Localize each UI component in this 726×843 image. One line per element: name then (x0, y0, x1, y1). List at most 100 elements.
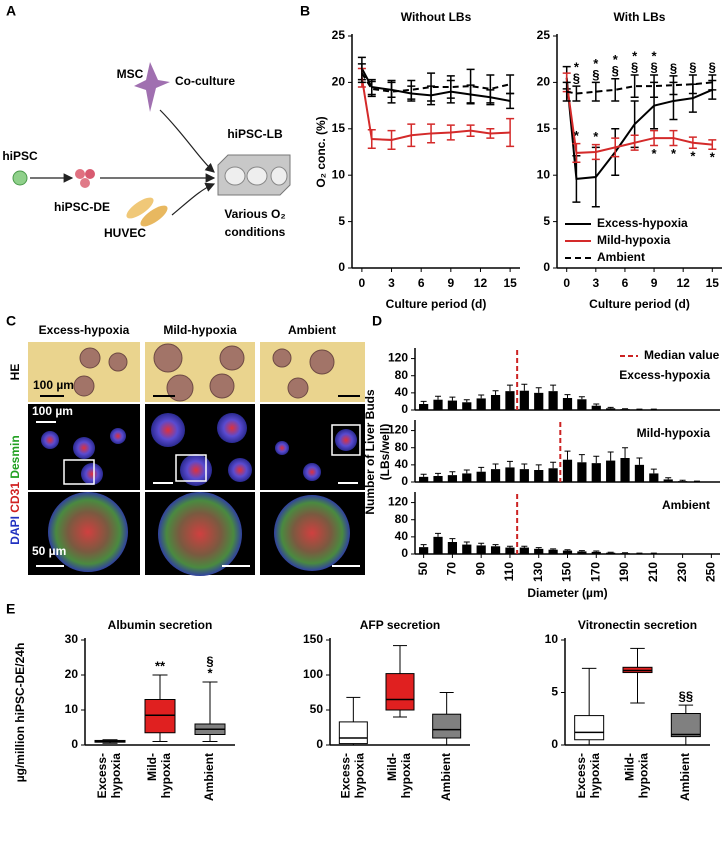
bar (490, 395, 501, 410)
error-bar (427, 72, 436, 102)
x-tick-label: Mild-hypoxia (385, 753, 413, 799)
label-line: Excess- (95, 753, 109, 798)
box (574, 715, 605, 741)
bar (476, 398, 486, 410)
significance-mark: §§ (679, 689, 693, 704)
bar (534, 470, 544, 482)
error-bar (630, 134, 639, 151)
x-tick-label: 15 (706, 276, 720, 290)
label-line: hypoxia (109, 753, 123, 799)
box (385, 673, 415, 711)
error-bar (535, 464, 542, 470)
y-tick-label: 100 (303, 667, 323, 681)
error-bar (521, 545, 528, 548)
bar (490, 469, 501, 482)
significance-mark: § (592, 67, 599, 82)
bar (505, 547, 515, 554)
significance-mark: ** (155, 658, 166, 673)
y-axis-label: Number of Liver Buds (363, 389, 377, 515)
bar (505, 467, 515, 482)
error-bar (357, 63, 366, 84)
error-bar (669, 129, 678, 147)
bar (476, 545, 486, 554)
tissue (48, 492, 128, 572)
x-tick-label: 70 (445, 562, 459, 576)
well (246, 166, 268, 186)
y-tick-label: 120 (388, 423, 408, 437)
scale-bar-label: 100 µm (32, 404, 73, 418)
y-tick-label: 10 (537, 167, 551, 181)
stain-label: CD31 (8, 482, 22, 513)
error-bar (535, 387, 542, 393)
y-tick-label: 80 (395, 440, 409, 454)
bar (562, 459, 573, 482)
x-tick-label: 210 (646, 562, 660, 582)
bar (591, 551, 601, 554)
stain-label: Desmin (8, 435, 22, 478)
bar (419, 476, 429, 482)
bar (591, 463, 601, 482)
error-bar (506, 384, 513, 392)
error-bar (708, 139, 717, 150)
error-bar (669, 75, 678, 96)
error-bar (550, 384, 557, 392)
bar (534, 392, 544, 410)
error-bar (420, 400, 427, 404)
bar (620, 458, 630, 482)
subplot-label: Excess-hypoxia (619, 368, 710, 382)
error-bar (387, 129, 396, 150)
panel-label: B (300, 3, 310, 19)
bar (433, 399, 443, 410)
label-line: Mild- (145, 753, 159, 781)
significance-mark: § (612, 63, 619, 78)
bar (548, 549, 558, 554)
significance-mark: * (690, 149, 696, 164)
y-tick-label: 15 (537, 121, 551, 135)
x-tick-label: 12 (474, 276, 488, 290)
arrow (171, 182, 216, 216)
micrographs: Excess-hypoxia Mild-hypoxia Ambient HE D… (8, 323, 365, 576)
error-bar (550, 548, 557, 550)
error-bar (679, 479, 686, 482)
x-tick-label: 50 (416, 562, 430, 576)
error-bar (506, 545, 513, 548)
series-line (566, 81, 713, 95)
error-bar (367, 128, 376, 150)
error-bar (407, 79, 416, 100)
bar (534, 548, 544, 554)
legend-label: Median value (644, 348, 720, 362)
y-axis-label: (LBs/well) (378, 424, 392, 481)
error-bar (591, 143, 600, 161)
x-tick-label: 0 (359, 276, 366, 290)
cell-icon (75, 169, 85, 179)
error-bar (650, 468, 657, 474)
x-tick-label: Ambient (678, 753, 692, 801)
error-bar (578, 396, 585, 400)
y-tick-label: 40 (395, 385, 409, 399)
label-line: hypoxia (353, 753, 367, 799)
significance-mark: * (574, 60, 580, 75)
error-bar (593, 403, 600, 406)
node-label: MSC (117, 67, 144, 81)
y-tick-label: 25 (537, 28, 551, 42)
error-bar (572, 85, 581, 102)
error-bar (593, 455, 600, 464)
box (338, 721, 368, 745)
x-tick-label: 0 (563, 276, 570, 290)
significance-mark: § (689, 59, 696, 74)
error-bar (435, 532, 442, 537)
bar (419, 547, 429, 554)
bar (519, 547, 529, 554)
x-tick-label: Excess-hypoxia (95, 753, 123, 799)
error-bar (420, 544, 427, 548)
tissue (274, 495, 350, 571)
error-bar (492, 463, 499, 470)
node-label: Co-culture (175, 74, 235, 88)
error-bar (521, 463, 528, 470)
bar (447, 400, 458, 410)
x-axis-label: Diameter (µm) (527, 586, 607, 600)
label-line: Mild- (385, 753, 399, 781)
label-line: hypoxia (588, 753, 602, 799)
significance-mark: * (593, 56, 599, 71)
